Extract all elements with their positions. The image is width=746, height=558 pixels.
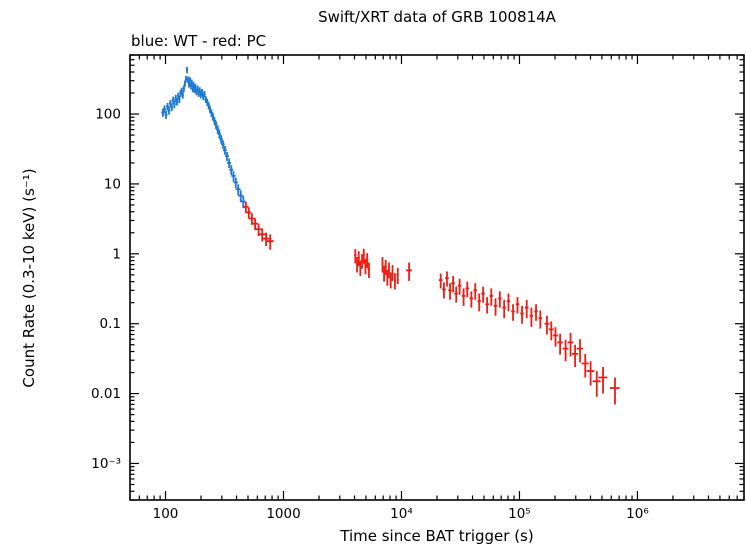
svg-text:10⁻³: 10⁻³ (91, 456, 121, 472)
mode-legend: blue: WT - red: PC (131, 32, 266, 50)
svg-text:0.01: 0.01 (91, 386, 121, 402)
plot-frame (129, 54, 745, 501)
x-axis-label: Time since BAT trigger (s) (339, 527, 533, 545)
wt-series (161, 66, 246, 209)
y-tick-labels: 10⁻³ 0.01 0.1 1 10 100 (91, 107, 121, 472)
svg-text:1000: 1000 (266, 506, 300, 522)
svg-text:1: 1 (112, 246, 121, 262)
svg-text:10⁶: 10⁶ (626, 506, 649, 522)
svg-text:10: 10 (104, 176, 121, 192)
y-axis-label: Count Rate (0.3-10 keV) (s⁻¹) (20, 168, 38, 387)
axis-ticks (129, 54, 745, 501)
x-tick-labels: 100 1000 10⁴ 10⁵ 10⁶ (153, 506, 649, 522)
svg-text:100: 100 (95, 107, 121, 123)
svg-text:10⁵: 10⁵ (508, 506, 531, 522)
svg-text:10⁴: 10⁴ (390, 506, 413, 522)
svg-text:0.1: 0.1 (100, 316, 121, 332)
svg-text:100: 100 (153, 506, 179, 522)
pc-series (243, 201, 620, 405)
chart-title: Swift/XRT data of GRB 100814A (318, 8, 557, 26)
